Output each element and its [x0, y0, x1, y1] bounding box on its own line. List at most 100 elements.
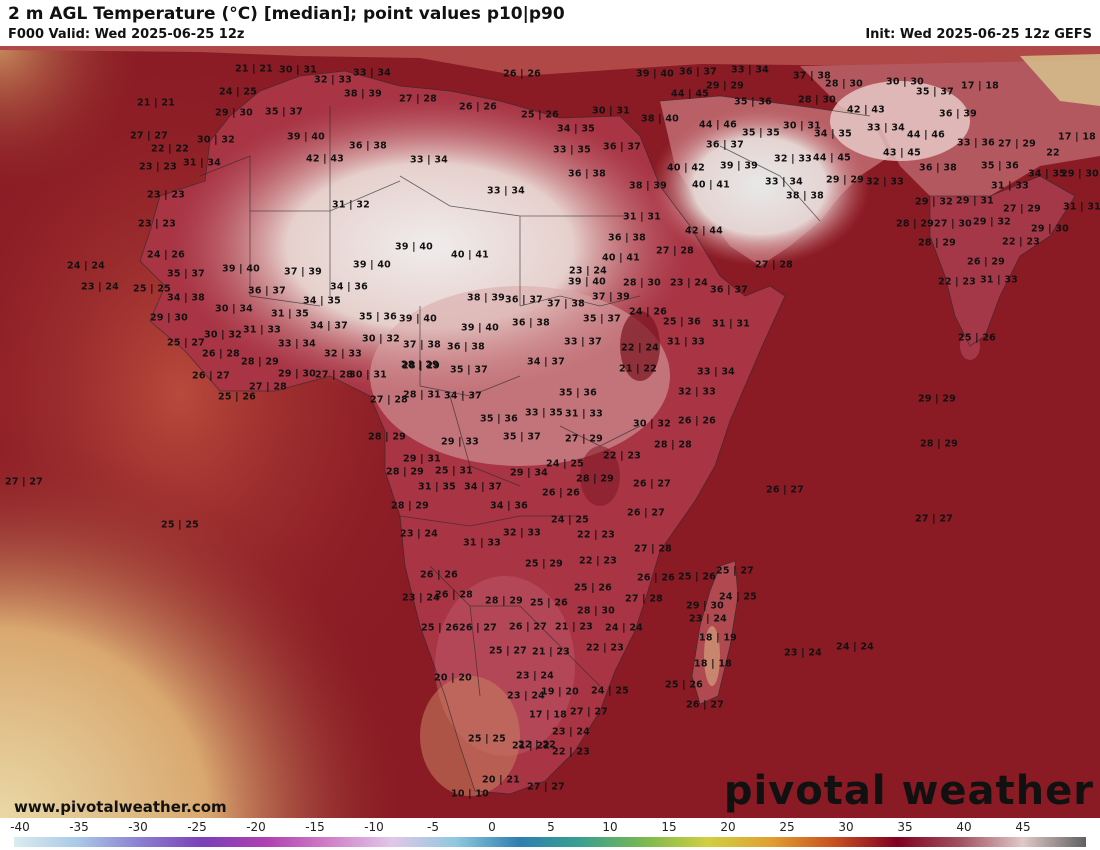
point-value-a16: 44 | 45 — [671, 88, 709, 100]
website-label[interactable]: www.pivotalweather.com — [14, 798, 227, 816]
point-value-a67: 32 | 33 — [866, 176, 904, 188]
point-value-a215: 21 | 23 — [532, 646, 570, 658]
point-value-a218: 23 | 24 — [784, 647, 822, 659]
point-value-a96: 35 | 37 — [167, 268, 205, 280]
point-value-a108: 34 | 35 — [303, 295, 341, 307]
legend-tick-16: 40 — [956, 820, 972, 834]
header: 2 m AGL Temperature (°C) [median]; point… — [0, 0, 1100, 46]
valid-time: F000 Valid: Wed 2025-06-25 12z — [8, 27, 245, 42]
point-value-a237: 22 | 22 — [518, 739, 556, 751]
legend-tick-14: 30 — [838, 820, 854, 834]
point-value-a183: 27 | 27 — [915, 513, 953, 525]
legend-tick-11: 15 — [661, 820, 677, 834]
temperature-map[interactable]: 21 | 21 30 | 31 32 | 33 33 | 34 26 | 26 39 | … — [0, 46, 1100, 818]
point-value-a123: 36 | 38 — [512, 317, 550, 329]
point-value-a50: 39 | 39 — [720, 160, 758, 172]
point-value-a99: 31 | 33 — [980, 274, 1018, 286]
point-value-a182: 34 | 36 — [490, 500, 528, 512]
map-canvas — [0, 46, 1100, 818]
color-legend: -40 -35 -30 -25 -20 -15 -10 -5 0 5 10 15 20 25 30 35 40 4… — [0, 818, 1100, 850]
point-value-a203: 27 | 28 — [625, 593, 663, 605]
point-value-a191: 27 | 28 — [634, 543, 672, 555]
point-value-a68: 31 | 33 — [991, 180, 1029, 192]
point-value-a118: 39 | 40 — [399, 313, 437, 325]
point-value-a88: 27 | 28 — [656, 245, 694, 257]
point-value-a136: 31 | 33 — [667, 336, 705, 348]
point-value-a39: 17 | 18 — [1058, 131, 1096, 143]
point-value-a83: 28 | 29 — [918, 237, 956, 249]
point-value-a229: 23 | 24 — [552, 726, 590, 738]
point-value-a225: 24 | 25 — [591, 685, 629, 697]
point-value-a51: 32 | 33 — [774, 153, 812, 165]
point-value-a97: 40 | 41 — [602, 252, 640, 264]
point-value-a33: 34 | 35 — [557, 123, 595, 135]
legend-bar — [14, 837, 1086, 847]
point-value-a211: 21 | 23 — [555, 621, 593, 633]
point-value-a208: 25 | 26 — [421, 622, 459, 634]
point-value-a31: 30 | 32 — [197, 134, 235, 146]
point-value-a170: 22 | 23 — [603, 450, 641, 462]
point-value-a3: 32 | 33 — [314, 74, 352, 86]
point-value-a235: 10 | 10 — [451, 788, 489, 800]
point-value-a152: 27 | 28 — [370, 394, 408, 406]
point-value-a172: 25 | 31 — [435, 465, 473, 477]
point-value-a34: 35 | 35 — [742, 127, 780, 139]
point-value-a1: 21 | 21 — [235, 63, 273, 75]
point-value-a178: 34 | 37 — [464, 481, 502, 493]
legend-tick-17: 45 — [1015, 820, 1031, 834]
point-value-a194: 26 | 26 — [420, 569, 458, 581]
point-value-a116: 31 | 35 — [271, 308, 309, 320]
point-value-a107: 34 | 38 — [167, 292, 205, 304]
point-value-a9: 37 | 38 — [793, 70, 831, 82]
map-title: 2 m AGL Temperature (°C) [median]; point… — [8, 4, 565, 24]
point-value-a156: 32 | 33 — [678, 386, 716, 398]
point-value-a173: 29 | 34 — [510, 467, 548, 479]
point-value-a145: 28 | 29 — [401, 359, 439, 371]
point-value-a192: 25 | 29 — [525, 558, 563, 570]
point-value-a13: 38 | 39 — [344, 88, 382, 100]
point-value-a148: 21 | 22 — [619, 363, 657, 375]
point-value-a165: 35 | 37 — [503, 431, 541, 443]
point-value-a42: 33 | 35 — [553, 144, 591, 156]
point-value-a142: 29 | 30 — [278, 368, 316, 380]
point-value-a64: 40 | 41 — [692, 179, 730, 191]
point-value-a112: 37 | 39 — [592, 291, 630, 303]
legend-tick-12: 20 — [720, 820, 736, 834]
point-value-a171: 24 | 25 — [546, 458, 584, 470]
point-value-a236: 27 | 27 — [130, 130, 168, 142]
point-value-a197: 25 | 26 — [678, 571, 716, 583]
point-value-a110: 36 | 37 — [505, 294, 543, 306]
point-value-a41: 36 | 38 — [349, 140, 387, 152]
point-value-a109: 38 | 39 — [467, 292, 505, 304]
point-value-a157: 29 | 29 — [918, 393, 956, 405]
point-value-a190: 31 | 33 — [463, 537, 501, 549]
point-value-a195: 26 | 26 — [637, 572, 675, 584]
point-value-a162: 26 | 26 — [678, 415, 716, 427]
point-value-a59: 34 | 35 — [1028, 168, 1066, 180]
point-value-a6: 39 | 40 — [636, 68, 674, 80]
point-value-a84: 22 | 23 — [1002, 236, 1040, 248]
point-value-a202: 25 | 26 — [530, 597, 568, 609]
point-value-a122: 39 | 40 — [461, 322, 499, 334]
point-value-a199: 26 | 28 — [435, 589, 473, 601]
point-value-a216: 22 | 23 — [586, 642, 624, 654]
point-value-a166: 27 | 29 — [565, 433, 603, 445]
point-value-a226: 26 | 27 — [686, 699, 724, 711]
point-value-a150: 27 | 28 — [249, 381, 287, 393]
point-value-a134: 33 | 37 — [564, 336, 602, 348]
point-value-a231: 21 | 22 — [512, 740, 550, 752]
point-value-a37: 33 | 34 — [867, 122, 905, 134]
point-value-a111: 37 | 38 — [547, 298, 585, 310]
point-value-a200: 23 | 24 — [402, 592, 440, 604]
point-value-a21: 29 | 30 — [215, 107, 253, 119]
point-value-a70: 31 | 32 — [332, 199, 370, 211]
point-value-a24: 30 | 31 — [592, 105, 630, 117]
point-value-a26: 28 | 30 — [798, 94, 836, 106]
point-value-a138: 32 | 33 — [324, 348, 362, 360]
point-value-a164: 29 | 33 — [441, 436, 479, 448]
point-value-a155: 35 | 36 — [559, 387, 597, 399]
point-value-a187: 23 | 24 — [400, 528, 438, 540]
point-value-a204: 24 | 25 — [719, 591, 757, 603]
point-value-a79: 29 | 32 — [973, 216, 1011, 228]
point-value-a163: 28 | 29 — [368, 431, 406, 443]
